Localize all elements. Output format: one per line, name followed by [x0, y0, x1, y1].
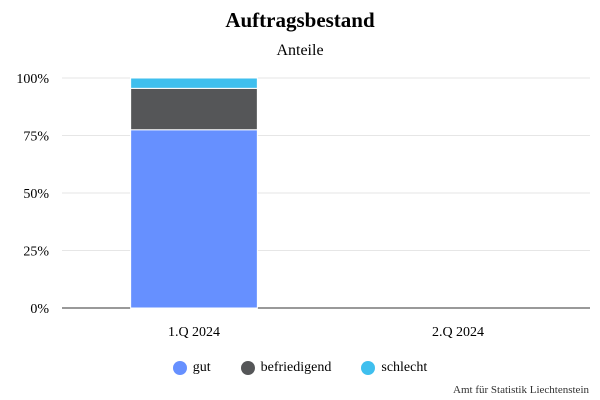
legend-item-schlecht[interactable]: schlecht [361, 360, 427, 376]
y-tick-label: 0% [30, 302, 49, 317]
x-tick-label: 1.Q 2024 [168, 325, 220, 340]
chart-legend: gut befriedigend schlecht [0, 360, 600, 376]
legend-item-befriedigend[interactable]: befriedigend [240, 360, 332, 376]
y-tick-label: 25% [23, 245, 49, 260]
bar-segment-schlecht [130, 77, 258, 89]
legend-swatch-gut [172, 361, 187, 375]
y-tick-label: 50% [23, 187, 49, 202]
legend-label-gut: gut [192, 360, 211, 375]
bar-segment-befriedigend [130, 87, 258, 131]
legend-label-schlecht: schlecht [381, 360, 428, 375]
legend-item-gut[interactable]: gut [172, 360, 211, 376]
y-tick-label: 75% [23, 130, 49, 145]
chart-subtitle: Anteile [276, 42, 324, 59]
x-tick-label: 2.Q 2024 [432, 325, 484, 340]
source-credit[interactable]: Amt für Statistik Liechtenstein [453, 384, 589, 396]
chart-title: Auftragsbestand [225, 8, 375, 32]
y-tick-label: 100% [16, 72, 49, 87]
legend-swatch-schlecht [361, 361, 376, 375]
bar-segment-gut [130, 129, 258, 309]
legend-swatch-befriedigend [240, 361, 255, 375]
legend-label-befriedigend: befriedigend [260, 360, 332, 375]
